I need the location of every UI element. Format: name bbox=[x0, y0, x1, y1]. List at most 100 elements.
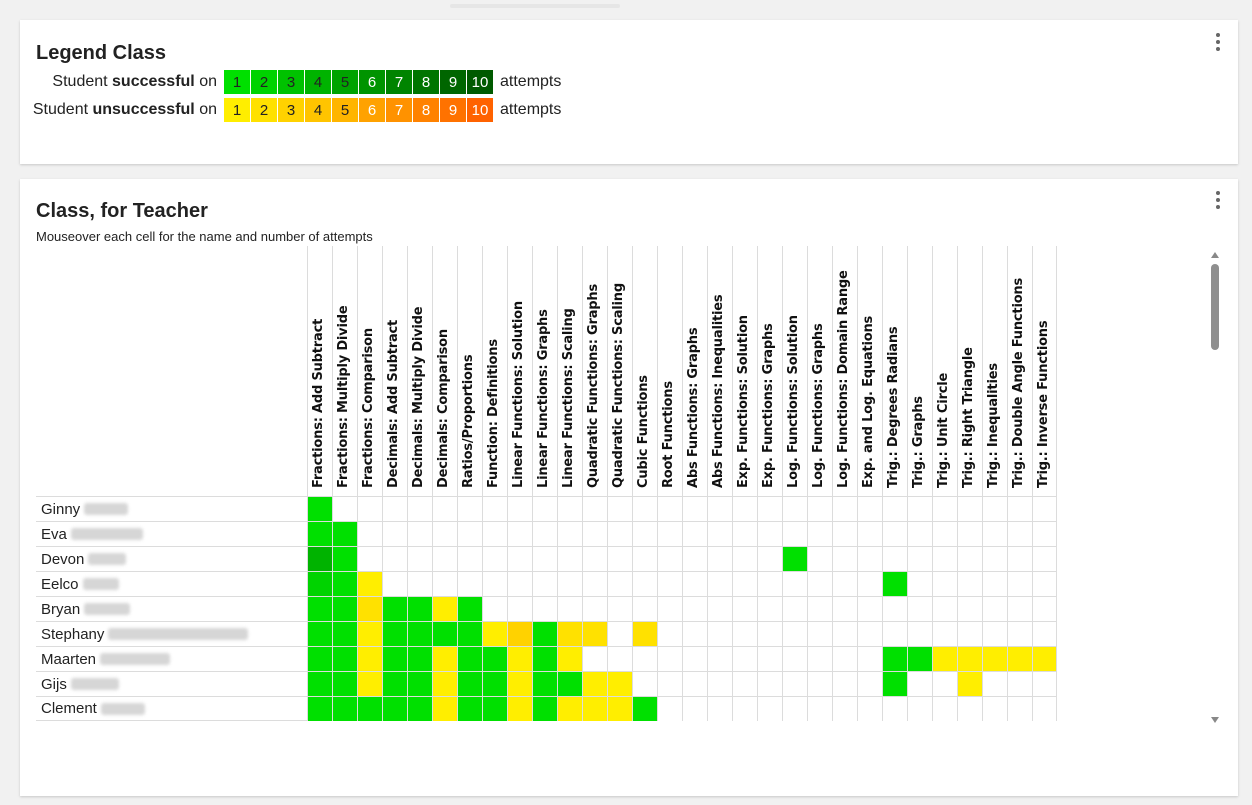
progress-cell[interactable] bbox=[1007, 546, 1032, 571]
progress-cell[interactable] bbox=[557, 521, 582, 546]
progress-cell[interactable] bbox=[832, 571, 857, 596]
progress-cell[interactable] bbox=[582, 621, 607, 646]
progress-cell[interactable] bbox=[957, 546, 982, 571]
progress-cell[interactable] bbox=[357, 696, 382, 721]
progress-cell[interactable] bbox=[457, 496, 482, 521]
progress-cell[interactable] bbox=[632, 696, 657, 721]
progress-cell[interactable] bbox=[457, 521, 482, 546]
progress-cell[interactable] bbox=[707, 521, 732, 546]
progress-cell[interactable] bbox=[532, 546, 557, 571]
progress-cell[interactable] bbox=[557, 496, 582, 521]
progress-cell[interactable] bbox=[482, 571, 507, 596]
progress-cell[interactable] bbox=[982, 646, 1007, 671]
progress-cell[interactable] bbox=[557, 571, 582, 596]
progress-cell[interactable] bbox=[1032, 496, 1057, 521]
progress-cell[interactable] bbox=[382, 596, 407, 621]
progress-cell[interactable] bbox=[1032, 596, 1057, 621]
progress-cell[interactable] bbox=[857, 621, 882, 646]
progress-cell[interactable] bbox=[857, 646, 882, 671]
progress-cell[interactable] bbox=[882, 646, 907, 671]
progress-cell[interactable] bbox=[757, 696, 782, 721]
progress-cell[interactable] bbox=[332, 596, 357, 621]
progress-cell[interactable] bbox=[482, 521, 507, 546]
progress-cell[interactable] bbox=[332, 496, 357, 521]
progress-cell[interactable] bbox=[607, 621, 632, 646]
progress-cell[interactable] bbox=[782, 671, 807, 696]
progress-cell[interactable] bbox=[432, 621, 457, 646]
progress-cell[interactable] bbox=[532, 621, 557, 646]
progress-cell[interactable] bbox=[757, 646, 782, 671]
progress-cell[interactable] bbox=[1007, 621, 1032, 646]
progress-cell[interactable] bbox=[782, 621, 807, 646]
progress-cell[interactable] bbox=[382, 571, 407, 596]
progress-cell[interactable] bbox=[307, 696, 332, 721]
progress-cell[interactable] bbox=[607, 646, 632, 671]
progress-cell[interactable] bbox=[957, 521, 982, 546]
progress-cell[interactable] bbox=[707, 671, 732, 696]
progress-cell[interactable] bbox=[332, 646, 357, 671]
progress-cell[interactable] bbox=[582, 696, 607, 721]
progress-cell[interactable] bbox=[732, 546, 757, 571]
progress-cell[interactable] bbox=[307, 496, 332, 521]
progress-cell[interactable] bbox=[657, 496, 682, 521]
progress-cell[interactable] bbox=[907, 521, 932, 546]
progress-cell[interactable] bbox=[407, 571, 432, 596]
progress-cell[interactable] bbox=[482, 671, 507, 696]
progress-cell[interactable] bbox=[707, 646, 732, 671]
progress-cell[interactable] bbox=[457, 696, 482, 721]
progress-cell[interactable] bbox=[982, 496, 1007, 521]
progress-cell[interactable] bbox=[632, 521, 657, 546]
progress-cell[interactable] bbox=[382, 621, 407, 646]
progress-cell[interactable] bbox=[457, 671, 482, 696]
progress-cell[interactable] bbox=[382, 646, 407, 671]
progress-cell[interactable] bbox=[532, 671, 557, 696]
progress-cell[interactable] bbox=[432, 496, 457, 521]
progress-cell[interactable] bbox=[482, 596, 507, 621]
progress-cell[interactable] bbox=[1007, 671, 1032, 696]
progress-cell[interactable] bbox=[782, 521, 807, 546]
progress-cell[interactable] bbox=[807, 596, 832, 621]
progress-cell[interactable] bbox=[507, 671, 532, 696]
scroll-up-arrow-icon[interactable] bbox=[1211, 252, 1219, 258]
progress-cell[interactable] bbox=[957, 646, 982, 671]
progress-cell[interactable] bbox=[582, 671, 607, 696]
progress-cell[interactable] bbox=[832, 521, 857, 546]
progress-cell[interactable] bbox=[582, 596, 607, 621]
progress-cell[interactable] bbox=[1032, 546, 1057, 571]
progress-cell[interactable] bbox=[857, 496, 882, 521]
progress-cell[interactable] bbox=[832, 696, 857, 721]
progress-cell[interactable] bbox=[932, 496, 957, 521]
progress-cell[interactable] bbox=[732, 571, 757, 596]
progress-cell[interactable] bbox=[807, 571, 832, 596]
progress-cell[interactable] bbox=[682, 671, 707, 696]
progress-cell[interactable] bbox=[557, 696, 582, 721]
progress-cell[interactable] bbox=[557, 646, 582, 671]
progress-cell[interactable] bbox=[907, 646, 932, 671]
progress-cell[interactable] bbox=[957, 696, 982, 721]
progress-cell[interactable] bbox=[382, 546, 407, 571]
progress-cell[interactable] bbox=[307, 671, 332, 696]
progress-cell[interactable] bbox=[357, 521, 382, 546]
progress-cell[interactable] bbox=[407, 521, 432, 546]
progress-cell[interactable] bbox=[632, 546, 657, 571]
progress-cell[interactable] bbox=[607, 696, 632, 721]
progress-cell[interactable] bbox=[1032, 571, 1057, 596]
progress-cell[interactable] bbox=[632, 646, 657, 671]
progress-cell[interactable] bbox=[432, 671, 457, 696]
progress-cell[interactable] bbox=[532, 496, 557, 521]
progress-cell[interactable] bbox=[657, 696, 682, 721]
progress-cell[interactable] bbox=[507, 646, 532, 671]
progress-cell[interactable] bbox=[382, 521, 407, 546]
progress-cell[interactable] bbox=[857, 696, 882, 721]
progress-cell[interactable] bbox=[457, 646, 482, 671]
progress-cell[interactable] bbox=[932, 621, 957, 646]
progress-cell[interactable] bbox=[882, 546, 907, 571]
progress-cell[interactable] bbox=[357, 496, 382, 521]
progress-cell[interactable] bbox=[957, 496, 982, 521]
progress-cell[interactable] bbox=[707, 696, 732, 721]
progress-cell[interactable] bbox=[982, 571, 1007, 596]
progress-cell[interactable] bbox=[657, 646, 682, 671]
progress-cell[interactable] bbox=[882, 496, 907, 521]
progress-cell[interactable] bbox=[357, 621, 382, 646]
progress-cell[interactable] bbox=[582, 546, 607, 571]
